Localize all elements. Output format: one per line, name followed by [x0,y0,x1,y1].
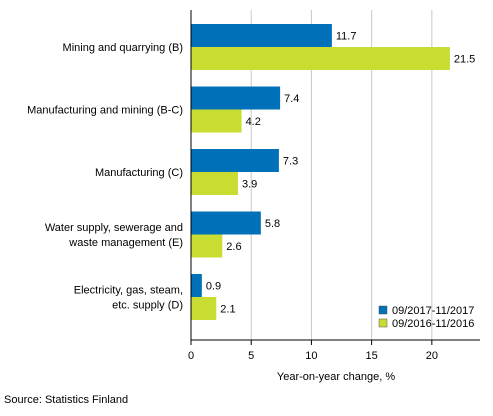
category-labels: Mining and quarrying (B) Manufacturing an… [27,42,183,312]
bar-s1-c4 [191,297,217,320]
value-label-s0-c0: 11.7 [336,31,357,43]
bar-s0-c1 [191,86,281,110]
x-tick-label-1: 5 [248,350,254,362]
bar-s0-c4 [191,274,202,297]
bar-s1-c3 [191,234,223,258]
value-label-s0-c2: 7.3 [283,156,298,168]
category-label-4-line-1: etc. supply (D) [112,300,183,312]
value-label-s1-c3: 2.6 [226,241,241,253]
bar-s0-c0 [191,24,332,47]
value-label-s1-c0: 21.5 [454,54,475,66]
legend-label-1: 09/2016-11/2016 [392,318,474,330]
legend-label-0: 09/2017-11/2017 [392,305,474,317]
category-label-3-line-1: waste management (E) [68,237,183,249]
x-tick-label-3: 15 [366,350,378,362]
value-label-s1-c4: 2.1 [220,304,235,316]
bar-s1-c0 [191,47,450,70]
bar-s0-c3 [191,211,261,235]
bars: 11.7 21.5 7.4 4.2 7.3 3.9 5.8 2.6 0.9 2.1 [191,24,475,320]
legend-swatch-0 [378,305,388,315]
x-axis-ticks: 0 5 10 15 20 [188,340,438,362]
value-label-s1-c2: 3.9 [242,179,257,191]
value-label-s1-c1: 4.2 [246,116,261,128]
x-tick-label-4: 20 [426,350,438,362]
category-label-0-line-0: Mining and quarrying (B) [63,42,183,54]
x-axis-title: Year-on-year change, % [277,371,395,383]
category-label-4-line-0: Electricity, gas, steam, [74,285,183,297]
value-label-s0-c1: 7.4 [284,93,299,105]
value-label-s0-c3: 5.8 [265,218,280,230]
category-label-1-line-0: Manufacturing and mining (B-C) [27,105,183,117]
bar-s1-c2 [191,172,238,195]
legend-swatch-1 [378,318,388,328]
source-note: Source: Statistics Finland [4,394,128,406]
bar-s1-c1 [191,109,242,133]
category-label-3-line-0: Water supply, sewerage and [45,222,183,234]
x-tick-label-2: 10 [305,350,317,362]
value-label-s0-c4: 0.9 [206,281,221,293]
bar-s0-c2 [191,149,279,172]
x-tick-label-0: 0 [188,350,194,362]
category-label-2-line-0: Manufacturing (C) [95,167,183,179]
